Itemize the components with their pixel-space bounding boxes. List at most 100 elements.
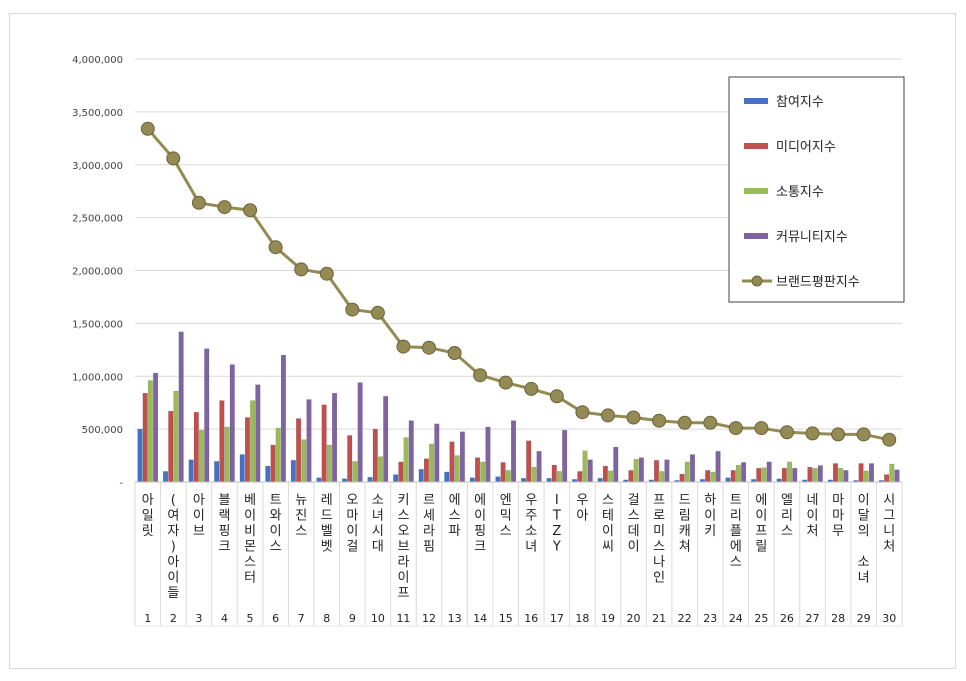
y-tick-label: 3,500,000 <box>72 108 123 119</box>
bar-4 <box>664 459 670 483</box>
brand-point <box>268 240 283 255</box>
rank-label: 16 <box>524 612 538 625</box>
bar-2 <box>475 457 481 483</box>
bar-3 <box>301 439 307 483</box>
brand-point <box>728 421 743 436</box>
bar-4 <box>766 461 772 483</box>
bar-3 <box>173 390 179 483</box>
legend-label: 미디어지수 <box>776 140 836 155</box>
rank-label: 24 <box>729 612 743 625</box>
bar-2 <box>296 418 302 483</box>
y-tick-label: 1,000,000 <box>72 372 123 383</box>
brand-point <box>549 389 564 404</box>
legend-label: 커뮤니티지수 <box>776 230 848 245</box>
bar-3 <box>480 461 486 483</box>
bar-2 <box>500 462 506 483</box>
bar-3 <box>659 471 665 483</box>
y-tick-label: 4,000,000 <box>72 55 123 66</box>
bar-2 <box>398 461 404 483</box>
rank-label: 25 <box>754 612 768 625</box>
legend-label: 참여지수 <box>776 95 824 110</box>
bar-3 <box>429 443 435 483</box>
brand-point <box>805 426 820 441</box>
chart-svg: - 500,000 1,000,000 1,500,000 2,000,000 2,500… <box>72 55 905 627</box>
bar-2 <box>551 464 557 483</box>
bar-2 <box>321 404 327 483</box>
rank-label: 13 <box>448 612 462 625</box>
bar-3 <box>556 471 562 483</box>
y-tick-label: 1,500,000 <box>72 319 123 330</box>
bar-2 <box>705 470 711 483</box>
legend-label: 소통지수 <box>776 185 824 200</box>
rank-label: 10 <box>371 612 385 625</box>
bar-1 <box>469 477 475 483</box>
bar-4 <box>357 382 363 483</box>
rank-label: 30 <box>882 612 896 625</box>
bar-4 <box>638 457 644 483</box>
bar-2 <box>142 392 148 483</box>
bar-4 <box>459 431 465 483</box>
bar-3 <box>761 467 767 483</box>
rank-label: 7 <box>298 612 305 625</box>
bar-4 <box>536 451 542 483</box>
y-axis-ticks: - 500,000 1,000,000 1,500,000 2,000,000 2,500… <box>72 55 123 489</box>
rank-label: 23 <box>703 612 717 625</box>
bar-2 <box>270 444 276 483</box>
bar-2 <box>347 435 353 483</box>
bar-3 <box>787 461 793 483</box>
brand-point <box>217 200 232 215</box>
brand-point <box>140 121 155 136</box>
bar-2 <box>219 400 225 483</box>
rank-label: 8 <box>323 612 330 625</box>
bar-2 <box>449 441 455 483</box>
category-label: (여 자) 아 이 들 <box>167 493 179 601</box>
brand-point <box>447 346 462 360</box>
bar-4 <box>511 420 517 483</box>
bar-1 <box>265 465 271 483</box>
bar-3 <box>633 459 639 483</box>
bar-3 <box>352 461 358 483</box>
rank-label: 19 <box>601 612 615 625</box>
legend-swatch <box>744 98 768 104</box>
bar-3 <box>326 444 332 483</box>
bar-4 <box>562 429 568 483</box>
bar-2 <box>679 473 685 483</box>
rank-label: 12 <box>422 612 436 625</box>
rank-label: 14 <box>473 612 487 625</box>
bar-4 <box>383 396 389 483</box>
bar-4 <box>843 470 849 483</box>
brand-point <box>166 151 181 166</box>
bar-2 <box>577 471 583 483</box>
brand-point <box>703 415 718 430</box>
bar-2 <box>193 412 199 483</box>
brand-point <box>498 375 513 390</box>
bar-1 <box>290 460 296 483</box>
bar-3 <box>505 470 511 483</box>
bar-3 <box>735 464 741 483</box>
brand-point <box>370 305 385 320</box>
bar-1 <box>597 478 603 483</box>
brand-point <box>319 266 334 281</box>
y-tick-label: 500,000 <box>82 425 123 436</box>
bar-1 <box>214 461 220 483</box>
bar-4 <box>894 469 900 483</box>
bar-3 <box>403 437 409 483</box>
brand-point <box>856 427 871 442</box>
bar-2 <box>168 410 174 483</box>
brand-point <box>831 427 846 442</box>
bar-3 <box>377 456 383 483</box>
brand-point <box>191 195 206 210</box>
bar-1 <box>316 477 322 483</box>
legend-swatch-marker <box>751 275 763 287</box>
bar-2 <box>832 463 838 483</box>
bar-1 <box>418 469 424 483</box>
bar-2 <box>781 468 787 483</box>
